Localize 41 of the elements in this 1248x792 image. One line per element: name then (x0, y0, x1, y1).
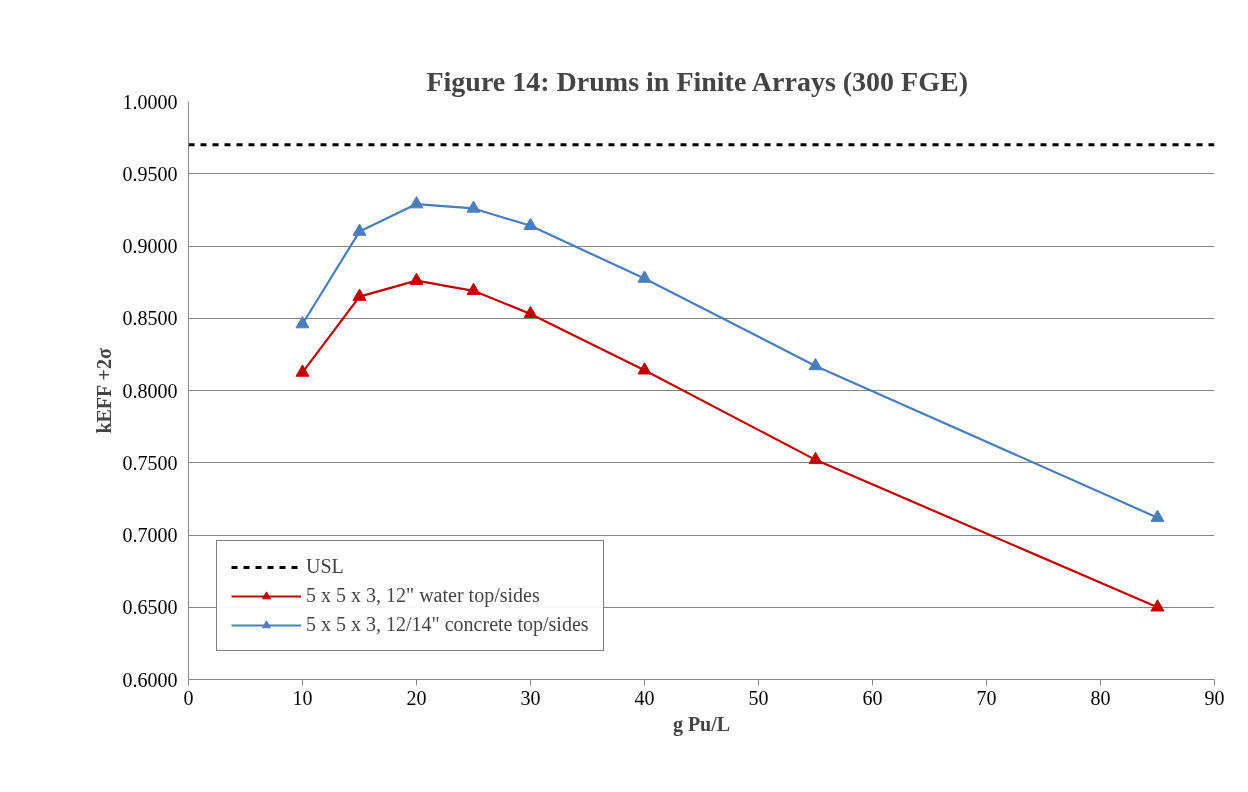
x-tick-label: 80 (1090, 686, 1111, 709)
point (295, 316, 310, 329)
x-tick-label: 20 (406, 686, 427, 709)
y-tick-label: 1.0000 (122, 90, 178, 113)
x-tick-label: 0 (183, 686, 194, 709)
x-tick-label: 40 (634, 686, 655, 709)
point (295, 364, 310, 377)
point (409, 272, 424, 285)
point (352, 223, 367, 236)
chart-title: Figure 14: Drums in Finite Arrays (300 FGE) (426, 65, 968, 97)
x-axis-title: g Pu/L (672, 712, 731, 736)
y-tick-label: 0.7500 (122, 451, 178, 474)
x-tick-label: 70 (976, 686, 997, 709)
legend-label: 5 x 5 x 3, 12" water top/sides (306, 584, 540, 607)
point (808, 451, 823, 465)
point (637, 270, 652, 283)
y-tick-label: 0.6500 (122, 596, 178, 619)
y-tick-label: 0.7000 (122, 524, 178, 546)
point (409, 196, 424, 209)
point (523, 217, 538, 231)
point (523, 305, 538, 319)
x-tick-label: 10 (292, 686, 313, 709)
y-tick-label: 0.9500 (122, 162, 178, 185)
point (466, 282, 481, 296)
point (1150, 599, 1165, 612)
y-tick-label: 0.6000 (122, 668, 178, 691)
x-tick-label: 90 (1204, 686, 1225, 709)
y-tick-label: 0.9000 (122, 235, 178, 257)
x-tick-label: 30 (520, 686, 541, 709)
x-tick-label: 60 (862, 686, 883, 709)
y-tick-label: 0.8000 (122, 379, 178, 402)
y-tick-label: 0.8500 (122, 307, 178, 330)
legend-label: USL (306, 555, 344, 578)
point (466, 200, 481, 213)
point (1150, 509, 1165, 522)
y-axis-title: kEFF +2σ (92, 348, 115, 434)
point (637, 362, 652, 375)
point (808, 357, 823, 371)
legend-label: 5 x 5 x 3, 12/14" concrete top/sides (306, 613, 589, 636)
x-tick-label: 50 (748, 686, 769, 709)
point (352, 288, 367, 301)
